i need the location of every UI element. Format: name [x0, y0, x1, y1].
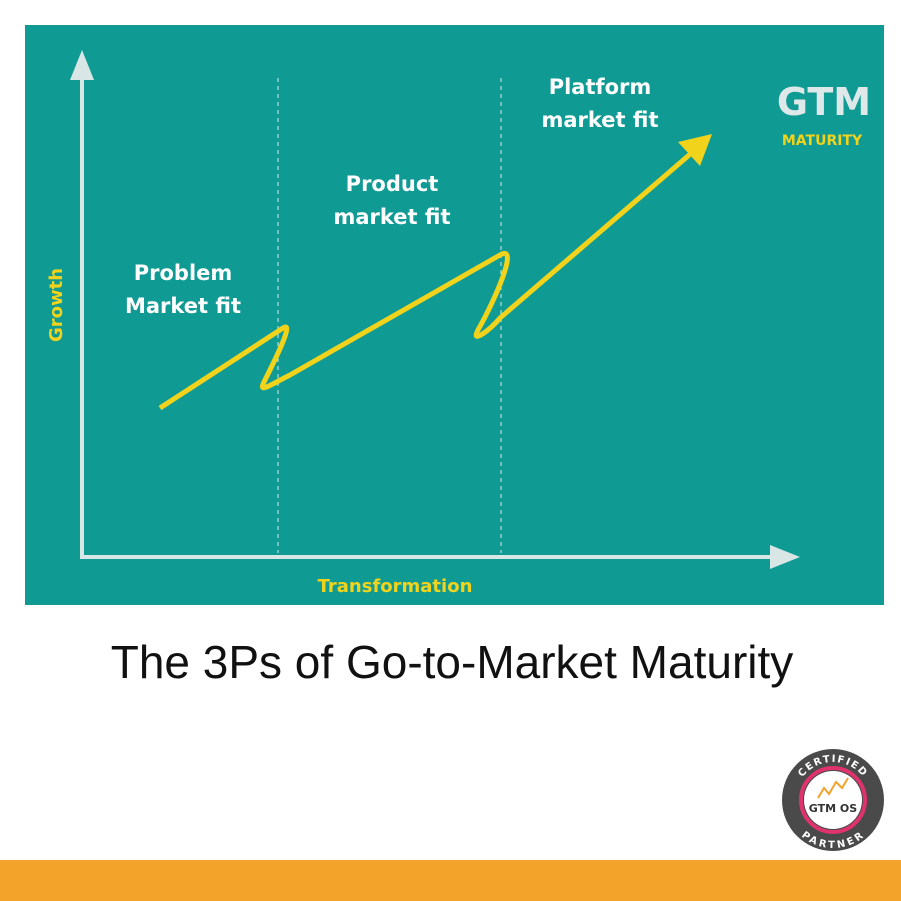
- stage-label: market fit: [333, 205, 450, 229]
- growth-path: [158, 148, 697, 411]
- caption: The 3Ps of Go-to-Market Maturity: [111, 636, 794, 688]
- growth-arrowhead: [678, 134, 712, 166]
- badge-center: GTM OS: [809, 802, 857, 815]
- footer-bar: [0, 860, 901, 901]
- x-axis-label: Transformation: [318, 576, 473, 597]
- diagram-panel: [25, 25, 884, 605]
- stage-label: Product: [346, 172, 439, 196]
- stage-label: Platform: [549, 75, 652, 99]
- axes: [70, 50, 800, 569]
- badge: GTM OS CERTIFIED PARTNER: [782, 749, 884, 851]
- brand-title: GTM: [777, 80, 871, 124]
- stage-label: Market fit: [125, 294, 241, 318]
- y-axis-label: Growth: [46, 268, 67, 342]
- stage-label: market fit: [541, 108, 658, 132]
- brand-subtitle: MATURITY: [782, 133, 863, 149]
- stage-label: Problem: [134, 261, 233, 285]
